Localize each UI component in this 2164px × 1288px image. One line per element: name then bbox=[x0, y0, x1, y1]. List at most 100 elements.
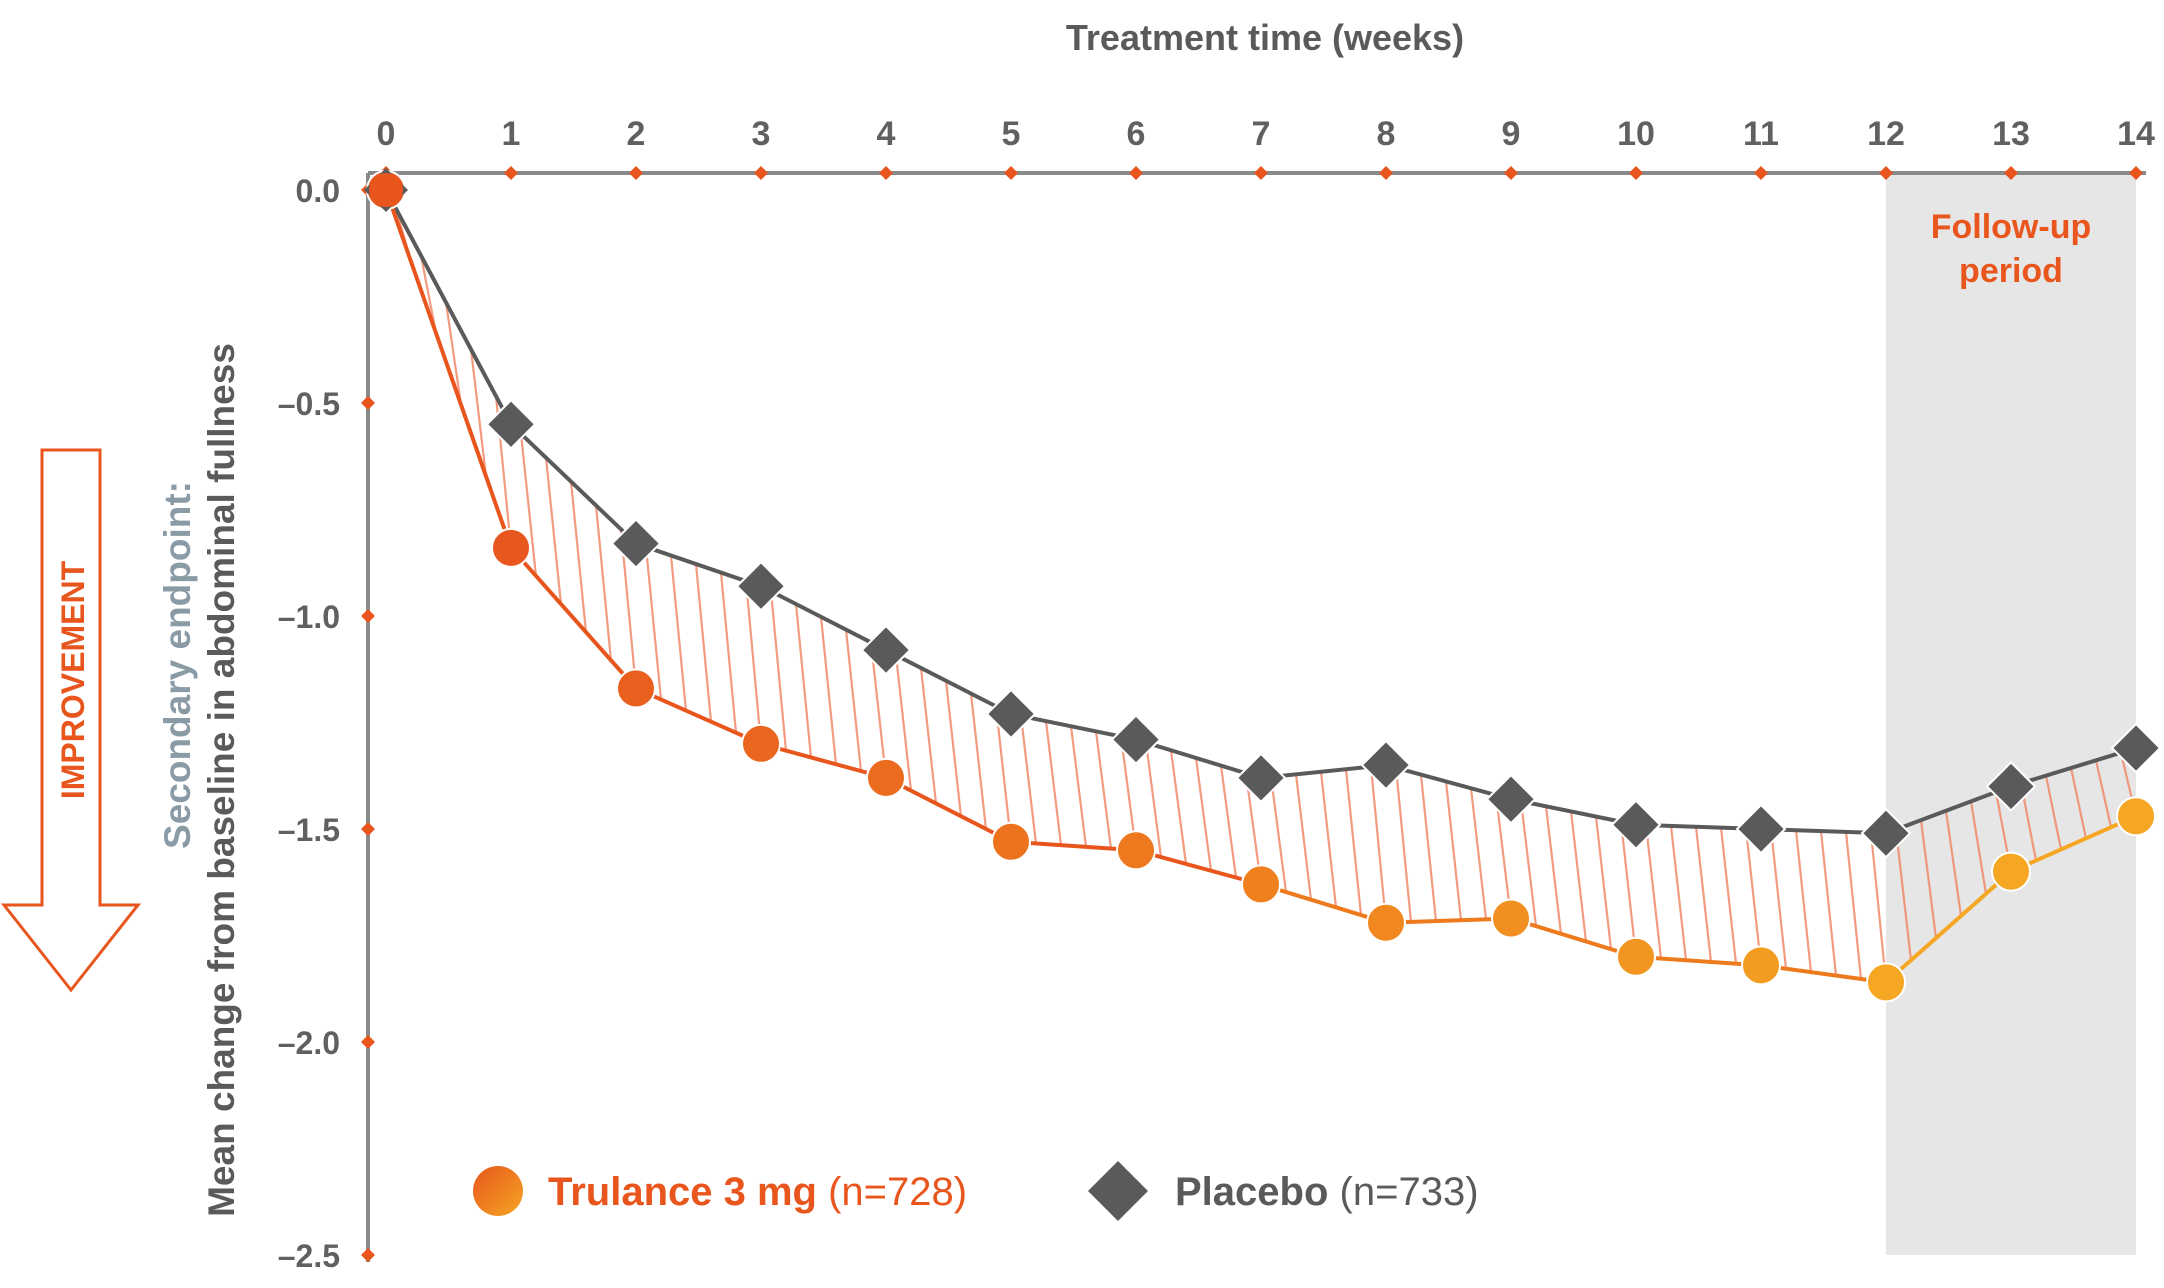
hatch-line bbox=[1494, 794, 1513, 919]
hatch-line bbox=[2094, 760, 2113, 828]
placebo-point bbox=[1735, 803, 1787, 855]
hatch-line bbox=[444, 302, 463, 405]
hatch-line bbox=[644, 546, 663, 700]
improvement-arrow: IMPROVEMENT bbox=[0, 448, 142, 993]
hatch-line bbox=[894, 655, 913, 791]
hatch-line bbox=[1469, 788, 1488, 920]
trulance-line-segment bbox=[1510, 916, 1637, 959]
legend-placebo-entry: Placebo (n=733) bbox=[1175, 1170, 1479, 1214]
hatch-line bbox=[794, 603, 813, 758]
hatch-line bbox=[1644, 824, 1663, 959]
trulance-point bbox=[1366, 902, 1406, 943]
placebo-point bbox=[1860, 807, 1912, 859]
y-tick-label: –0.5 bbox=[278, 386, 340, 422]
hatch-line bbox=[1519, 801, 1538, 927]
hatch-line bbox=[944, 680, 963, 817]
hatch-line bbox=[1819, 830, 1838, 976]
y-axis-title: Secondary endpoint: bbox=[157, 481, 198, 849]
x-tick-label: 6 bbox=[1127, 115, 1146, 153]
hatch-line bbox=[544, 457, 563, 605]
trulance-line-segment bbox=[1385, 916, 1512, 925]
trulance-point bbox=[866, 757, 906, 798]
y-tick-mark bbox=[361, 1248, 375, 1262]
hatch-line bbox=[1219, 765, 1238, 878]
followup-label-line1: Follow-up bbox=[1931, 208, 2092, 246]
hatch-line bbox=[1744, 828, 1763, 966]
trulance-point bbox=[1491, 898, 1531, 939]
trulance-point bbox=[369, 173, 403, 207]
hatch-line bbox=[1019, 715, 1038, 844]
trulance-line-segment bbox=[1135, 848, 1262, 887]
y-tick-label: 0.0 bbox=[296, 173, 340, 209]
hatch-line bbox=[1544, 806, 1563, 934]
trulance-line-segment bbox=[1010, 839, 1137, 853]
y-tick-label: –2.5 bbox=[278, 1238, 340, 1274]
y-tick-mark bbox=[361, 1035, 375, 1049]
placebo-line bbox=[384, 189, 2137, 836]
hatch-line bbox=[1619, 821, 1638, 957]
improvement-label: IMPROVEMENT bbox=[55, 560, 91, 799]
hatch-line bbox=[719, 572, 738, 733]
hatch-line bbox=[769, 591, 788, 751]
legend-placebo-marker bbox=[1088, 1161, 1148, 1221]
hatch-line bbox=[919, 667, 938, 804]
x-tick-mark bbox=[504, 166, 518, 180]
x-tick-mark bbox=[2004, 166, 2018, 180]
placebo-point bbox=[1985, 760, 2037, 812]
x-tick-label: 10 bbox=[1617, 115, 1655, 153]
trulance-point bbox=[741, 723, 781, 764]
placebo-point bbox=[610, 518, 662, 569]
hatch-line bbox=[1269, 776, 1288, 893]
trulance-line-segment bbox=[1635, 954, 1762, 968]
x-tick-mark bbox=[1754, 166, 1768, 180]
hatch-line bbox=[1969, 801, 1988, 894]
legend-placebo-n: (n=733) bbox=[1340, 1170, 1479, 1214]
x-axis-title: Treatment time (weeks) bbox=[1066, 17, 1464, 58]
trulance-line-segment bbox=[885, 776, 1012, 844]
hatch-line bbox=[1719, 827, 1738, 964]
x-tick-label: 2 bbox=[627, 115, 646, 153]
hatch-line bbox=[1294, 774, 1313, 900]
hatch-line bbox=[1769, 829, 1788, 969]
x-tick-mark bbox=[1504, 166, 1518, 180]
hatch-line bbox=[1694, 826, 1713, 963]
y-tick-label: –1.0 bbox=[278, 599, 340, 635]
hatch-line bbox=[1444, 781, 1463, 921]
y-tick-label: –1.5 bbox=[278, 812, 340, 848]
legend: Trulance 3 mg (n=728) Placebo (n=733) bbox=[473, 1161, 1479, 1221]
hatch-line bbox=[1569, 811, 1588, 942]
trulance-point bbox=[2116, 796, 2156, 837]
hatch-line bbox=[594, 505, 613, 661]
trulance-line-segment bbox=[1260, 882, 1387, 925]
x-tick-label: 5 bbox=[1002, 115, 1021, 153]
x-tick-label: 13 bbox=[1992, 115, 2030, 153]
hatch-line bbox=[1319, 771, 1338, 908]
x-tick-mark bbox=[879, 166, 893, 180]
series bbox=[364, 168, 2162, 1003]
trulance-line-segment bbox=[1760, 963, 1887, 985]
difference-hatching bbox=[394, 208, 2138, 983]
x-tick-mark bbox=[754, 166, 768, 180]
trulance-point bbox=[1616, 936, 1656, 977]
hatch-line bbox=[519, 433, 538, 577]
hatch-line bbox=[1069, 726, 1088, 848]
hatch-line bbox=[844, 629, 863, 772]
trulance-point bbox=[1991, 851, 2031, 892]
placebo-point bbox=[2110, 722, 2162, 774]
hatch-line bbox=[869, 642, 888, 779]
trulance-line-segment bbox=[384, 189, 513, 549]
hatch-line bbox=[819, 616, 838, 765]
x-tick-label: 8 bbox=[1377, 115, 1396, 153]
x-tick-mark bbox=[1629, 166, 1643, 180]
followup-label-line2: period bbox=[1959, 252, 2063, 290]
x-tick-label: 9 bbox=[1502, 115, 1521, 153]
hatch-line bbox=[1794, 830, 1813, 973]
improvement-arrow-icon bbox=[0, 448, 142, 993]
x-tick-mark bbox=[629, 166, 643, 180]
y-tick-label: –2.0 bbox=[278, 1025, 340, 1061]
placebo-point bbox=[1360, 739, 1412, 791]
hatch-line bbox=[469, 349, 488, 477]
x-tick-mark bbox=[1004, 166, 1018, 180]
trulance-line-segment bbox=[635, 686, 762, 746]
